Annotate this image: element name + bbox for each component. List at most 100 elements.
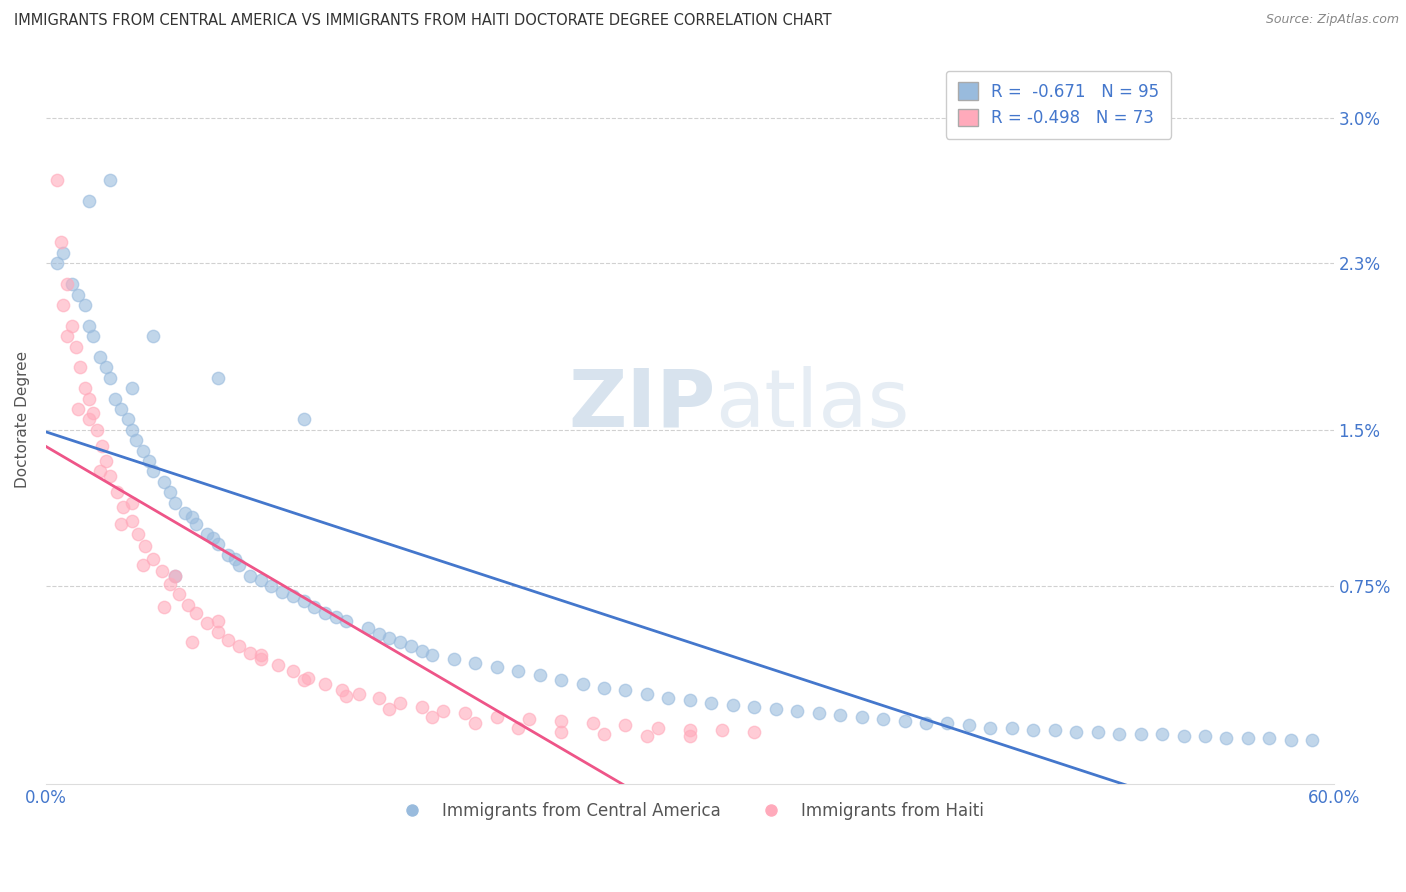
Point: [125, 434, 148, 448]
Point: [614, 718, 637, 732]
Point: [893, 714, 915, 729]
Point: [94, 454, 117, 468]
Point: [700, 696, 723, 710]
Text: ZIP: ZIP: [568, 366, 716, 444]
Point: [112, 500, 135, 514]
Point: [508, 665, 530, 679]
Point: [357, 621, 380, 635]
Point: [207, 624, 229, 639]
Point: [721, 698, 744, 712]
Point: [765, 702, 787, 716]
Point: [150, 565, 173, 579]
Point: [174, 506, 197, 520]
Point: [872, 712, 894, 726]
Point: [249, 652, 271, 666]
Point: [159, 485, 181, 500]
Point: [550, 673, 572, 687]
Point: [195, 527, 218, 541]
Text: IMMIGRANTS FROM CENTRAL AMERICA VS IMMIGRANTS FROM HAITI DOCTORATE DEGREE CORREL: IMMIGRANTS FROM CENTRAL AMERICA VS IMMIG…: [14, 13, 832, 29]
Point: [529, 668, 551, 682]
Point: [281, 665, 304, 679]
Point: [389, 635, 412, 649]
Point: [1022, 723, 1045, 737]
Point: [249, 648, 271, 662]
Point: [153, 475, 176, 489]
Point: [1150, 727, 1173, 741]
Point: [292, 673, 315, 687]
Point: [571, 677, 593, 691]
Point: [260, 579, 283, 593]
Point: [186, 516, 208, 531]
Point: [314, 677, 336, 691]
Point: [453, 706, 475, 720]
Point: [742, 699, 765, 714]
Point: [56, 329, 79, 343]
Point: [105, 485, 128, 500]
Point: [56, 277, 79, 292]
Point: [325, 610, 347, 624]
Point: [45, 256, 67, 270]
Point: [1087, 724, 1109, 739]
Point: [77, 392, 100, 406]
Point: [52, 298, 75, 312]
Point: [217, 633, 239, 648]
Point: [121, 496, 143, 510]
Point: [90, 440, 112, 454]
Point: [98, 371, 121, 385]
Text: Source: ZipAtlas.com: Source: ZipAtlas.com: [1265, 13, 1399, 27]
Point: [153, 599, 176, 614]
Point: [1064, 724, 1087, 739]
Point: [94, 360, 117, 375]
Point: [636, 729, 658, 743]
Point: [127, 527, 149, 541]
Point: [679, 729, 702, 743]
Point: [89, 350, 111, 364]
Point: [121, 515, 143, 529]
Point: [593, 727, 616, 741]
Point: [657, 691, 679, 706]
Point: [110, 516, 132, 531]
Point: [411, 699, 433, 714]
Point: [367, 627, 389, 641]
Point: [131, 558, 153, 573]
Point: [60, 318, 83, 333]
Y-axis label: Doctorate Degree: Doctorate Degree: [15, 351, 30, 488]
Point: [464, 656, 486, 670]
Point: [851, 710, 873, 724]
Point: [742, 724, 765, 739]
Point: [163, 568, 186, 582]
Point: [142, 552, 165, 566]
Point: [830, 708, 852, 723]
Point: [98, 173, 121, 187]
Point: [367, 691, 389, 706]
Point: [378, 631, 401, 645]
Point: [228, 640, 250, 654]
Point: [420, 648, 443, 662]
Point: [979, 721, 1001, 735]
Point: [485, 660, 508, 674]
Point: [181, 635, 204, 649]
Point: [1194, 729, 1216, 743]
Point: [1237, 731, 1260, 745]
Point: [582, 716, 605, 731]
Point: [110, 402, 132, 417]
Point: [330, 683, 353, 698]
Point: [647, 721, 669, 735]
Point: [464, 716, 486, 731]
Point: [138, 454, 160, 468]
Point: [89, 465, 111, 479]
Point: [420, 710, 443, 724]
Point: [121, 423, 143, 437]
Point: [45, 173, 67, 187]
Point: [228, 558, 250, 573]
Point: [297, 671, 319, 685]
Point: [77, 318, 100, 333]
Point: [176, 598, 198, 612]
Point: [399, 640, 422, 654]
Point: [77, 412, 100, 426]
Point: [1001, 721, 1024, 735]
Point: [163, 496, 186, 510]
Point: [69, 360, 91, 375]
Point: [711, 723, 734, 737]
Point: [614, 683, 637, 698]
